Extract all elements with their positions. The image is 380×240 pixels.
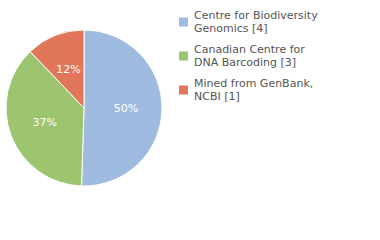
svg-text:NCBI [1]: NCBI [1] [194, 90, 240, 103]
svg-text:Centre for Biodiversity: Centre for Biodiversity [194, 9, 321, 22]
svg-text:Canadian Centre for: Canadian Centre for [194, 43, 308, 56]
svg-text:37%: 37% [33, 116, 57, 129]
svg-text:12%: 12% [56, 63, 80, 76]
svg-text:50%: 50% [114, 102, 138, 115]
svg-text:DNA Barcoding [3]: DNA Barcoding [3] [194, 56, 296, 69]
svg-text:Mined from GenBank,: Mined from GenBank, [194, 77, 317, 90]
svg-text:Genomics [4]: Genomics [4] [194, 22, 268, 35]
